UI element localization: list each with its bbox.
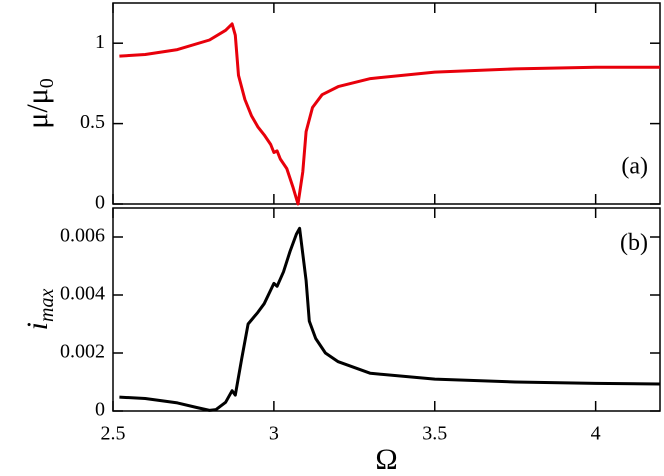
data-line	[119, 226, 661, 412]
x-tick-label: 3.5	[422, 423, 447, 445]
x-tick-label: 2.5	[101, 423, 126, 445]
y-tick-label: 0	[95, 399, 105, 421]
panel-label: (a)	[621, 153, 648, 179]
y-axis-label: μ/μ0	[21, 78, 58, 129]
plot-frame	[112, 2, 661, 205]
y-tick-label: 0.006	[60, 225, 105, 247]
y-label-sub: max	[36, 289, 58, 322]
plot-frame	[112, 207, 661, 412]
x-tick-label: 3	[269, 423, 279, 445]
y-tick-label: 0	[95, 192, 105, 214]
x-tick-label: 4	[591, 423, 601, 445]
y-tick-label: 1	[95, 31, 105, 53]
x-axis-label: Ω	[375, 443, 397, 476]
y-label-main: μ/μ	[21, 88, 54, 129]
y-tick-label: 0.004	[60, 283, 105, 305]
y-label-main: i	[21, 322, 54, 330]
y-label-sub: 0	[36, 78, 58, 88]
y-axis-label: imax	[21, 289, 58, 331]
data-line	[119, 22, 660, 206]
panel-label: (b)	[620, 230, 648, 256]
y-tick-label: 0.5	[80, 111, 105, 133]
y-tick-label: 0.002	[60, 341, 105, 363]
